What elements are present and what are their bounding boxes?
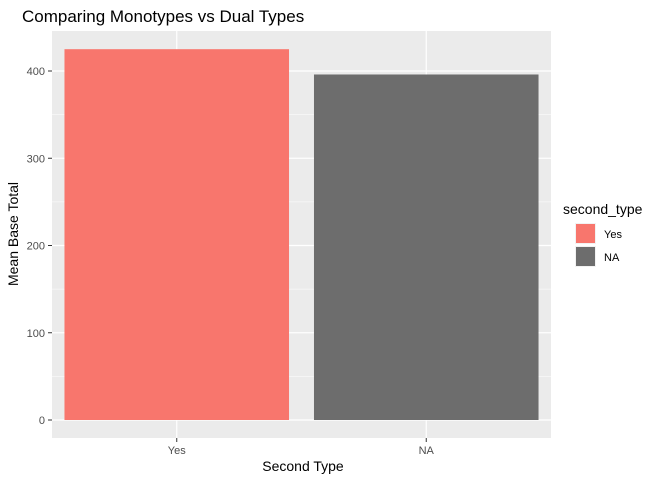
legend: second_type Yes NA	[563, 201, 643, 267]
x-tick-label: NA	[419, 445, 435, 457]
chart-title: Comparing Monotypes vs Dual Types	[22, 7, 304, 26]
y-tick-label: 0	[39, 415, 45, 427]
legend-title: second_type	[563, 201, 643, 217]
x-axis-title: Second Type	[262, 458, 344, 474]
bar-na	[313, 74, 539, 421]
y-axis: 0 100 200 300 400	[27, 66, 52, 427]
legend-key-yes	[576, 224, 595, 243]
y-tick-label: 300	[27, 153, 45, 165]
x-tick-label: Yes	[168, 445, 186, 457]
legend-entries: Yes NA	[575, 223, 622, 267]
bar-yes	[64, 49, 290, 420]
x-axis: Yes NA	[168, 438, 435, 457]
plot-panel	[52, 31, 551, 438]
y-tick-label: 200	[27, 241, 45, 253]
y-tick-label: 100	[27, 328, 45, 340]
bars	[64, 49, 539, 421]
legend-label: Yes	[604, 229, 622, 241]
y-axis-title: Mean Base Total	[5, 182, 21, 286]
legend-label: NA	[604, 252, 620, 264]
y-tick-label: 400	[27, 66, 45, 78]
legend-key-na	[576, 247, 595, 266]
